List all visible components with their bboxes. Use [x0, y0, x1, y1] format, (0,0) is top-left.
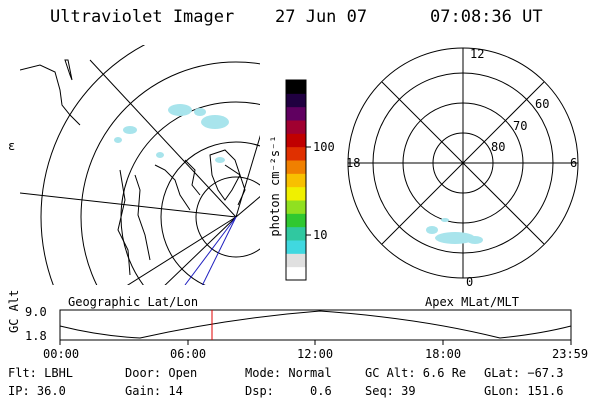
- mlat-label-80: 80: [491, 140, 506, 154]
- colorbar-segment: [286, 200, 306, 214]
- footprint-lines: [184, 216, 237, 285]
- altitude-xtick-0000: 00:00: [43, 347, 80, 361]
- colorbar: [285, 79, 311, 281]
- mlt-label-0: 0: [466, 275, 474, 289]
- altitude-ytick-1-8: 1.8: [25, 329, 47, 343]
- colorbar-segment: [286, 80, 306, 94]
- colorbar-segment: [286, 253, 306, 268]
- instrument-title: Ultraviolet Imager: [50, 7, 235, 27]
- gain-status: Gain: 14: [125, 384, 183, 398]
- altitude-xtick-1200: 12:00: [297, 347, 334, 361]
- colorbar-tick-100: 100: [313, 140, 335, 154]
- seq-status: Seq: 39: [365, 384, 416, 398]
- time-label: 07:08:36 UT: [430, 7, 543, 27]
- mlat-label-60: 60: [535, 97, 550, 111]
- colorbar-segment: [286, 240, 306, 254]
- colorbar-segment: [286, 173, 306, 188]
- colorbar-unit-label: photon cm⁻²s⁻¹: [268, 135, 282, 237]
- colorbar-segment: [286, 213, 306, 228]
- colorbar-segment: [286, 160, 306, 174]
- mlt-label-18: 18: [346, 156, 361, 170]
- gc-alt-status: GC Alt: 6.6 Re: [365, 366, 467, 380]
- colorbar-segment: [286, 93, 306, 108]
- altitude-xtick-1800: 18:00: [425, 347, 462, 361]
- colorbar-segment: [286, 120, 306, 134]
- ip-status: IP: 36.0: [8, 384, 66, 398]
- colorbar-segment: [286, 133, 306, 148]
- mlat-label-70: 70: [513, 119, 528, 133]
- mode-status: Mode: Normal: [245, 366, 332, 380]
- door-status: Door: Open: [125, 366, 198, 380]
- geographic-map: [20, 45, 260, 285]
- glat-status: GLat: −67.3: [484, 366, 564, 380]
- apex-polar-map: [347, 47, 579, 279]
- date-label: 27 Jun 07: [275, 7, 368, 27]
- altitude-ytick-9: 9.0: [25, 305, 47, 319]
- aurora-patches: [114, 104, 229, 163]
- map-edge-label: ε: [8, 139, 16, 153]
- apex-caption: Apex MLat/MLT: [425, 295, 519, 309]
- filter-status: Flt: LBHL: [8, 366, 74, 380]
- aurora-oval: [426, 218, 483, 244]
- colorbar-segment: [286, 106, 306, 121]
- colorbar-tick-10: 10: [313, 228, 328, 242]
- glon-status: GLon: 151.6: [484, 384, 564, 398]
- colorbar-segment: [286, 186, 306, 201]
- altitude-plot: [59, 309, 572, 345]
- dsp-status: Dsp: 0.6: [245, 384, 332, 398]
- colorbar-segment: [286, 146, 306, 161]
- colorbar-segment: [286, 226, 306, 241]
- coastlines: [20, 59, 246, 276]
- altitude-xtick-2359: 23:59: [552, 347, 589, 361]
- mlt-label-6: 6: [570, 156, 578, 170]
- altitude-ylabel: GC Alt: [7, 289, 21, 333]
- geographic-caption: Geographic Lat/Lon: [68, 295, 199, 309]
- colorbar-segment: [286, 266, 306, 281]
- altitude-xtick-0600: 06:00: [170, 347, 207, 361]
- mlt-label-12: 12: [470, 47, 485, 61]
